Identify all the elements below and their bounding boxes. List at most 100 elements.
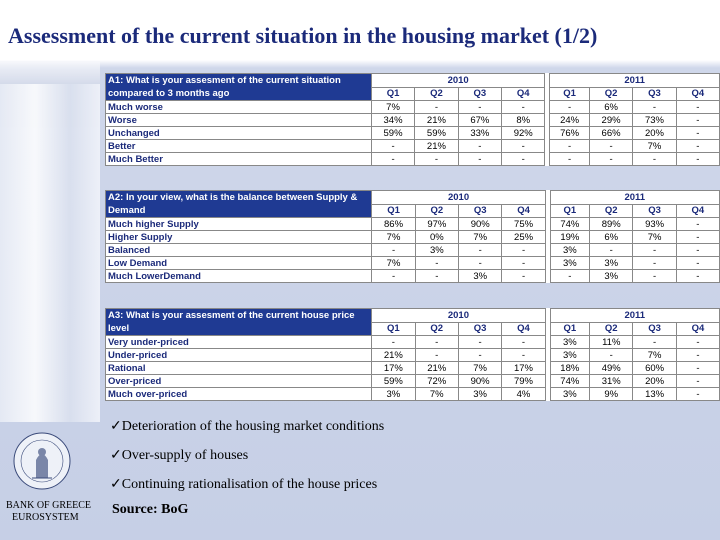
value-cell: - (414, 335, 459, 349)
value-cell: - (588, 139, 634, 153)
value-cell: - (588, 152, 634, 166)
year-header: 2011 (549, 190, 720, 205)
value-cell: 59% (370, 126, 416, 140)
value-cell: 90% (457, 374, 503, 388)
value-cell: - (371, 269, 416, 283)
survey-table: A3: What is your assesment of the curren… (104, 308, 720, 401)
value-cell: - (458, 243, 503, 257)
value-cell: - (675, 335, 720, 349)
value-cell: - (501, 100, 546, 114)
table-row: Much over-priced 3% 7% 3% 4% 3% 9% 13% - (104, 387, 720, 401)
value-cell: 74% (549, 374, 591, 388)
value-cell: 17% (371, 361, 416, 375)
value-cell: 3% (549, 348, 591, 362)
value-cell: 33% (457, 126, 503, 140)
value-cell: 7% (370, 100, 416, 114)
value-cell: - (675, 217, 720, 231)
quarter-header: Q4 (675, 203, 720, 218)
value-cell: 9% (589, 387, 634, 401)
value-cell: 24% (549, 113, 590, 127)
value-cell: - (414, 269, 460, 283)
value-cell: - (501, 335, 546, 349)
value-cell: 3% (414, 243, 460, 257)
value-cell: - (371, 335, 416, 349)
survey-table: A2: In your view, what is the balance be… (104, 190, 720, 283)
row-label: Balanced (104, 243, 373, 257)
value-cell: - (675, 243, 720, 257)
value-cell: - (370, 152, 416, 166)
value-cell: - (675, 256, 720, 270)
value-cell: 59% (414, 126, 459, 140)
value-cell: 7% (632, 230, 677, 244)
value-cell: 90% (458, 217, 503, 231)
value-cell: 3% (589, 256, 634, 270)
table-row: Worse 34% 21% 67% 8% 24% 29% 73% - (105, 113, 720, 127)
quarter-header: Q3 (632, 86, 677, 101)
value-cell: 7% (371, 256, 416, 270)
value-cell: 21% (414, 113, 459, 127)
value-cell: - (457, 348, 503, 362)
slide-title: Assessment of the current situation in t… (0, 0, 720, 60)
value-cell: 73% (632, 113, 677, 127)
value-cell: 93% (632, 217, 677, 231)
value-cell: 3% (589, 269, 634, 283)
table-row: Low Demand 7% - - -3% 3% - - (104, 256, 720, 270)
value-cell: 8% (501, 113, 546, 127)
row-label: Unchanged (105, 126, 372, 140)
value-cell: 21% (414, 361, 459, 375)
quarter-header: Q2 (414, 321, 459, 336)
quarter-header: Q1 (549, 203, 591, 218)
table-row: Very under-priced - - - -3% 11% - - (104, 335, 720, 349)
value-cell: 3% (457, 387, 503, 401)
bullet-item: ✓Deterioration of the housing market con… (110, 419, 385, 434)
table-row: Much higher Supply 86% 97% 90% 75% 74% 89% 93% - (104, 217, 720, 231)
value-cell: - (501, 152, 546, 166)
table-row: Better -21% - - - -7% - (105, 139, 720, 153)
value-cell: 92% (501, 126, 546, 140)
quarter-header: Q1 (549, 86, 590, 101)
value-cell: - (675, 126, 720, 140)
quarter-header: Q3 (632, 203, 677, 218)
value-cell: - (501, 139, 546, 153)
value-cell: - (549, 269, 591, 283)
value-cell: 89% (589, 217, 634, 231)
table-row: Over-priced 59% 72% 90% 79% 74% 31% 20% - (104, 374, 720, 388)
row-label: Much worse (105, 100, 372, 114)
value-cell: 59% (371, 374, 416, 388)
survey-table: A1: What is your assesment of the curren… (105, 73, 720, 166)
value-cell: 7% (458, 230, 503, 244)
value-cell: - (414, 100, 459, 114)
value-cell: - (457, 152, 503, 166)
value-cell: 3% (549, 387, 591, 401)
row-label: Much higher Supply (104, 217, 373, 231)
quarter-header: Q3 (457, 321, 503, 336)
quarter-header: Q1 (371, 321, 416, 336)
value-cell: - (675, 348, 720, 362)
value-cell: - (632, 256, 677, 270)
value-cell: - (501, 243, 546, 257)
value-cell: - (675, 152, 720, 166)
quarter-header: Q1 (371, 203, 416, 218)
value-cell: 7% (632, 139, 677, 153)
value-cell: - (632, 100, 677, 114)
year-header: 2010 (371, 190, 546, 205)
value-cell: - (675, 361, 720, 375)
row-label: Much LowerDemand (104, 269, 373, 283)
value-cell: 6% (589, 230, 634, 244)
row-label: Under-priced (104, 348, 373, 362)
value-cell: 7% (414, 387, 459, 401)
value-cell: 66% (588, 126, 634, 140)
value-cell: - (549, 100, 590, 114)
value-cell: 17% (501, 361, 546, 375)
row-label: Very under-priced (104, 335, 373, 349)
year-header: 2011 (549, 308, 720, 323)
conclusions-list: ✓Deterioration of the housing market con… (110, 414, 384, 501)
quarter-header: Q2 (414, 203, 460, 218)
value-cell: 7% (457, 361, 503, 375)
value-cell: - (632, 152, 677, 166)
value-cell: 76% (549, 126, 590, 140)
bank-name: BANK OF GREECE EUROSYSTEM (6, 500, 91, 524)
row-label: Low Demand (104, 256, 373, 270)
value-cell: - (458, 256, 503, 270)
quarter-header: Q1 (549, 321, 591, 336)
